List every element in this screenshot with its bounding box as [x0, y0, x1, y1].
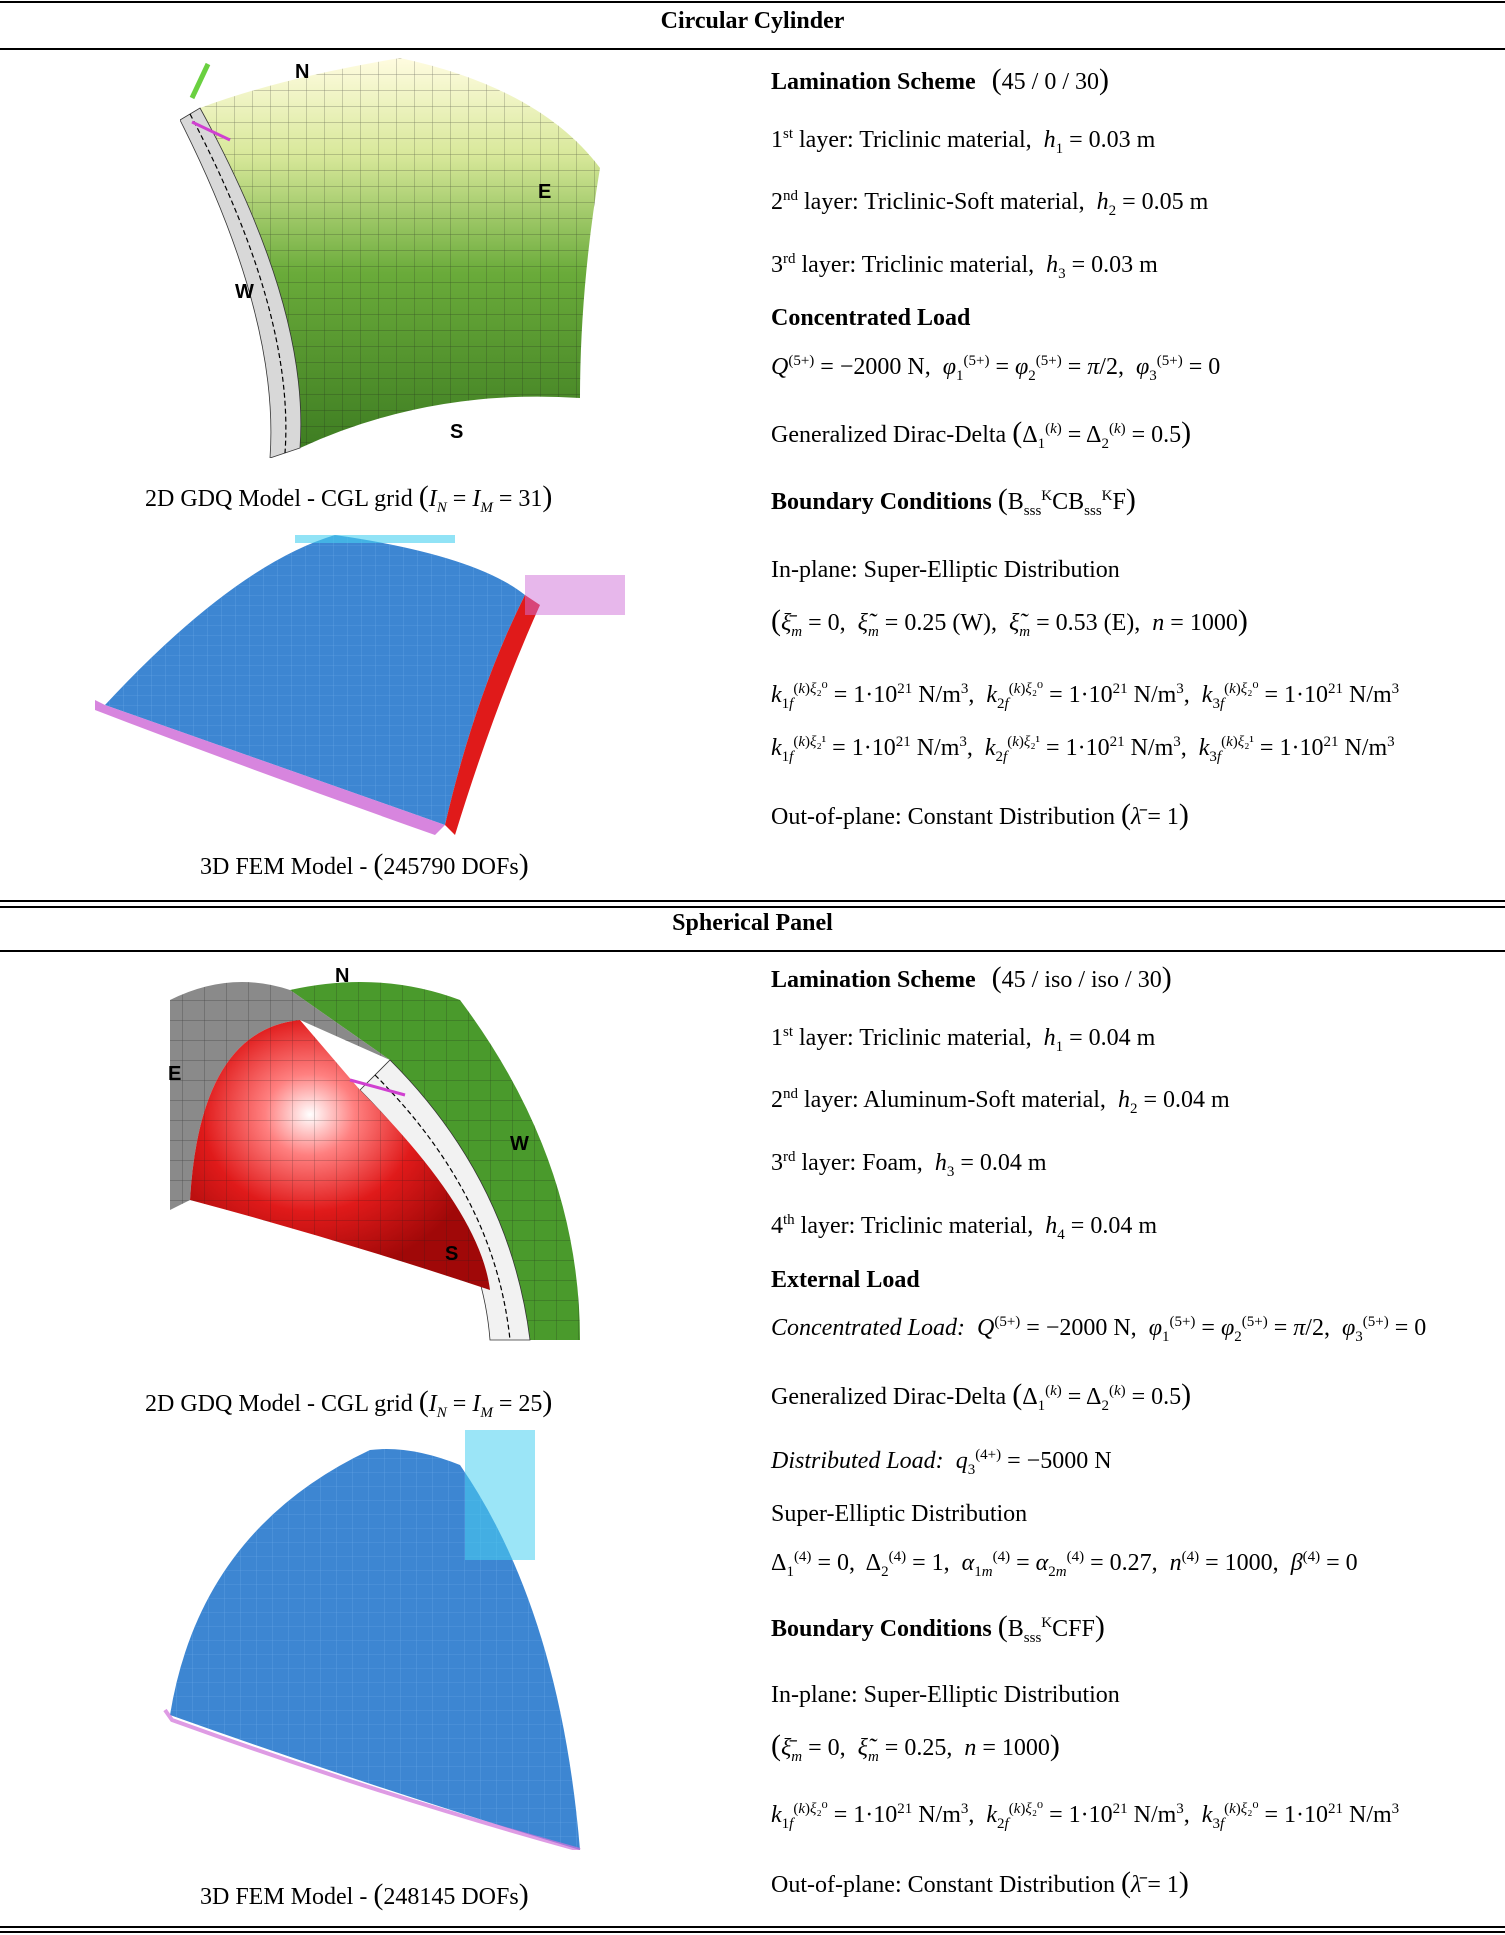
cylinder-edge-face: [180, 107, 302, 458]
cyl-layer-3: 3rd layer: Triclinic material, h3 = 0.03…: [771, 251, 1158, 282]
fem-red-edge: [445, 595, 540, 835]
cyl-outplane: Out-of-plane: Constant Distribution (λ̄ …: [771, 798, 1189, 831]
sphere-fem-caption: 3D FEM Model - (248145 DOFs): [200, 1878, 529, 1911]
cylinder-fem-figure: [95, 535, 625, 835]
compass-e-2: E: [168, 1063, 181, 1085]
section-divider-bottom: [0, 906, 1505, 908]
compass-s: S: [450, 421, 463, 443]
compass-w-2: W: [510, 1133, 529, 1155]
section-divider-top: [0, 900, 1505, 902]
sph-bc: Boundary Conditions (BsssKCFF): [771, 1610, 1105, 1646]
sph-super-eq: Δ1(4) = 0, Δ2(4) = 1, α1m(4) = α2m(4) = …: [771, 1549, 1358, 1580]
cyl-layer-1: 1st layer: Triclinic material, h1 = 0.03…: [771, 126, 1156, 157]
top-rule: [0, 1, 1505, 3]
sph-k-row-1: k1f(k)ξ₂⁰ = 1·1021 N/m3, k2f(k)ξ₂⁰ = 1·1…: [771, 1801, 1400, 1832]
section-title-sphere: Spherical Panel: [672, 910, 833, 936]
cyl-layer-2: 2nd layer: Triclinic-Soft material, h2 =…: [771, 188, 1209, 219]
cyl-inplane-label: In-plane: Super-Elliptic Distribution: [771, 557, 1120, 583]
compass-e: E: [538, 181, 551, 203]
sph-dist-load: Distributed Load: q3(4+) = −5000 N: [771, 1447, 1112, 1478]
compass-n-2: N: [335, 965, 349, 987]
sph-inplane-eq: (ξ̄m = 0, ξ̃m = 0.25, n = 1000): [771, 1729, 1060, 1765]
cyl-load-eq: Q(5+) = −2000 N, φ1(5+) = φ2(5+) = π/2, …: [771, 353, 1221, 384]
sph-conc-load: Concentrated Load: Q(5+) = −2000 N, φ1(5…: [771, 1314, 1427, 1345]
sphere-gdq-figure: N E W S: [168, 965, 580, 1341]
compass-w: W: [235, 281, 254, 303]
cylinder-fem-caption: 3D FEM Model - (245790 DOFs): [200, 848, 529, 881]
cyl-dirac: Generalized Dirac-Delta (Δ1(k) = Δ2(k) =…: [771, 416, 1192, 452]
bottom-rule-1: [0, 1926, 1505, 1928]
header-rule-2: [0, 950, 1505, 952]
cyl-bc: Boundary Conditions (BsssKCBsssKF): [771, 483, 1136, 519]
compass-s-2: S: [445, 1243, 458, 1265]
section-title-cylinder: Circular Cylinder: [660, 8, 845, 34]
sph-lamination: Lamination Scheme (45 / iso / iso / 30): [771, 961, 1172, 994]
fem-load-arrows: [465, 1430, 535, 1560]
sph-inplane-label: In-plane: Super-Elliptic Distribution: [771, 1682, 1120, 1708]
sph-layer-1: 1st layer: Triclinic material, h1 = 0.04…: [771, 1024, 1156, 1055]
bottom-rule-2: [0, 1931, 1505, 1933]
cyl-k-row-2: k1f(k)ξ₂¹ = 1·1021 N/m3, k2f(k)ξ₂¹ = 1·1…: [771, 734, 1395, 765]
sphere-gdq-caption: 2D GDQ Model - CGL grid (IN = IM = 25): [145, 1385, 553, 1421]
compass-n: N: [295, 61, 309, 83]
sph-outplane: Out-of-plane: Constant Distribution (λ̄ …: [771, 1866, 1189, 1899]
sph-load-label: External Load: [771, 1267, 920, 1293]
cyl-load-label: Concentrated Load: [771, 305, 971, 331]
cyl-lamination: Lamination Scheme (45 / 0 / 30): [771, 63, 1110, 96]
cyl-inplane-eq: (ξ̄m = 0, ξ̃m = 0.25 (W), ξ̃m = 0.53 (E)…: [771, 604, 1248, 640]
sphere-fem-figure: [163, 1430, 581, 1850]
header-rule: [0, 48, 1505, 50]
sph-super-label: Super-Elliptic Distribution: [771, 1501, 1028, 1527]
sph-layer-2: 2nd layer: Aluminum-Soft material, h2 = …: [771, 1086, 1230, 1117]
cylinder-gdq-caption: 2D GDQ Model - CGL grid (IN = IM = 31): [145, 480, 553, 516]
cyl-k-row-1: k1f(k)ξ₂⁰ = 1·1021 N/m3, k2f(k)ξ₂⁰ = 1·1…: [771, 681, 1400, 712]
sph-dirac: Generalized Dirac-Delta (Δ1(k) = Δ2(k) =…: [771, 1378, 1192, 1414]
sph-layer-4: 4th layer: Triclinic material, h4 = 0.04…: [771, 1212, 1157, 1243]
cylinder-gdq-figure: N E W S: [180, 58, 600, 458]
sph-layer-3: 3rd layer: Foam, h3 = 0.04 m: [771, 1149, 1047, 1180]
